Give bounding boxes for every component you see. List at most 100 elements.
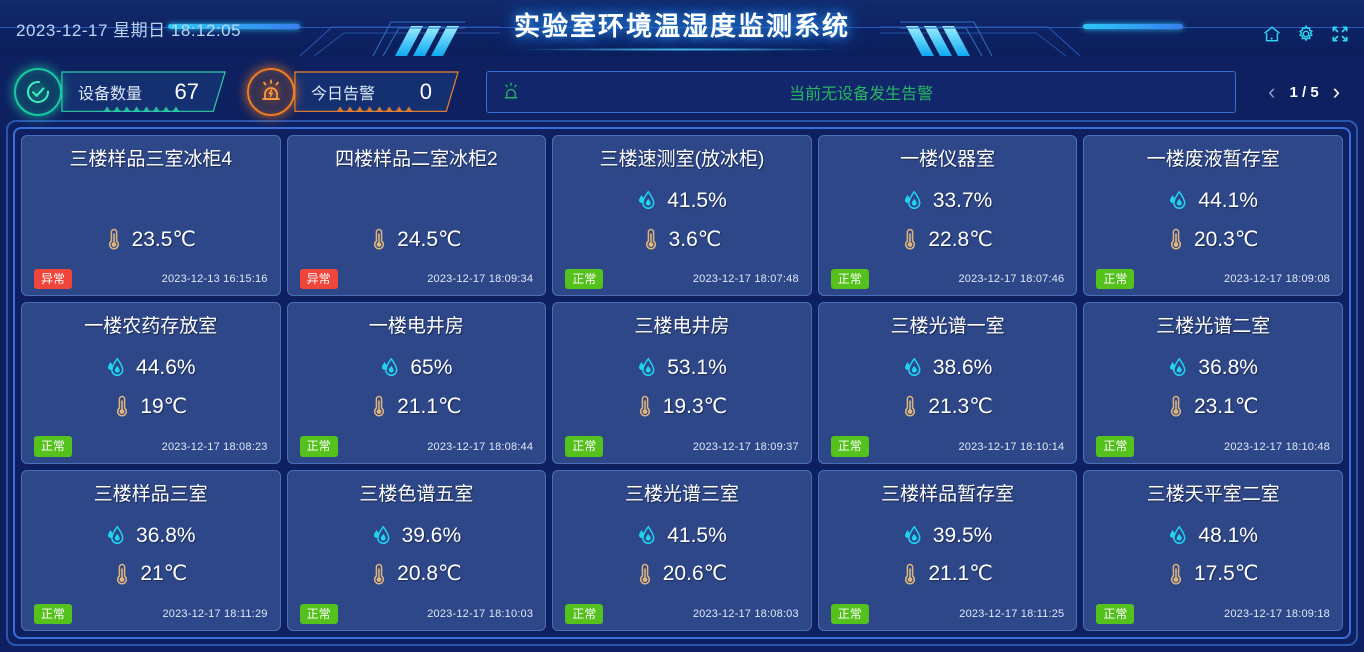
gear-icon[interactable]: [1296, 24, 1316, 44]
stat-device-count-body: 设备数量 67: [56, 71, 233, 113]
device-card[interactable]: 三楼色谱五室 39.6% 20.8℃ 正常 2023-12-17 18:10:03: [286, 469, 547, 631]
water-drop-icon: [904, 525, 921, 544]
device-card-footer: 正常 2023-12-17 18:09:18: [1096, 603, 1330, 624]
temperature-reading: 20.6℃: [565, 559, 799, 589]
device-readings: 36.8% 21℃: [34, 508, 268, 602]
water-drop-icon: [639, 357, 655, 377]
temperature-reading: 23.1℃: [1096, 391, 1330, 421]
device-card-footer: 正常 2023-12-17 18:10:48: [1096, 436, 1330, 457]
device-name: 一楼电井房: [368, 316, 464, 338]
water-drop-icon: [639, 190, 655, 209]
device-name: 三楼样品暂存室: [881, 483, 1015, 505]
status-badge: 正常: [1096, 436, 1135, 457]
thermometer-icon: [374, 396, 385, 417]
device-readings: 39.5% 21.1℃: [831, 508, 1065, 602]
device-card[interactable]: 三楼样品三室 36.8% 21℃ 正常 2023-12-17 18:11:29: [21, 469, 281, 631]
device-name: 三楼速测室(放冰柜): [599, 149, 765, 170]
status-badge: 异常: [34, 269, 73, 290]
temperature-reading: 20.8℃: [300, 559, 534, 589]
status-badge: 异常: [299, 269, 338, 290]
device-card[interactable]: 三楼光谱一室 38.6% 21.3℃ 正常 2023-12-17 18:10:14: [817, 302, 1078, 464]
humidity-value: 44.6%: [136, 356, 196, 380]
temperature-reading: 21.3℃: [831, 391, 1065, 421]
stats-bar: 设备数量 67 今日告警 0: [0, 56, 1364, 120]
device-card[interactable]: 三楼光谱二室 36.8% 23.1℃ 正常 2023-12-17 18:10:48: [1083, 302, 1343, 464]
humidity-reading: 38.6%: [831, 353, 1065, 383]
thermometer-icon: [1170, 396, 1181, 417]
humidity-value: 53.1%: [667, 356, 727, 380]
device-card-footer: 正常 2023-12-17 18:09:37: [565, 436, 799, 457]
thermometer-icon: [639, 396, 650, 417]
device-card-footer: 正常 2023-12-17 18:10:03: [299, 603, 534, 624]
next-page-button[interactable]: ›: [1332, 79, 1340, 104]
temperature-value: 19.3℃: [662, 394, 728, 418]
device-card-footer: 正常 2023-12-17 18:11:29: [34, 603, 268, 624]
humidity-value: 65%: [410, 356, 453, 380]
water-drop-icon: [108, 525, 124, 544]
temperature-reading: 19℃: [34, 391, 268, 421]
home-icon[interactable]: [1262, 24, 1282, 44]
device-name: 三楼样品三室: [93, 483, 208, 505]
device-card[interactable]: 四楼样品二室冰柜2 24.5℃ 异常 2023-12-17 18:09:34: [286, 135, 547, 297]
humidity-value: 38.6%: [932, 356, 993, 380]
stat-device-count-value: 67: [174, 79, 199, 104]
last-update-timestamp: 2023-12-17 18:08:44: [427, 440, 534, 453]
status-badge: 正常: [1096, 269, 1135, 290]
status-badge: 正常: [565, 436, 604, 457]
device-readings: 48.1% 17.5℃: [1096, 508, 1330, 602]
humidity-reading: 44.1%: [1096, 186, 1330, 216]
last-update-timestamp: 2023-12-17 18:09:08: [1224, 273, 1330, 286]
device-card[interactable]: 三楼天平室二室 48.1% 17.5℃ 正常 2023-12-17 18:09:18: [1083, 469, 1343, 631]
device-card[interactable]: 三楼光谱三室 41.5% 20.6℃ 正常 2023-12-17 18:08:03: [552, 469, 812, 631]
device-readings: 65% 21.1℃: [300, 340, 534, 434]
stat-today-alarms-body: 今日告警 0: [289, 71, 466, 113]
device-name: 三楼电井房: [634, 316, 730, 338]
stat-today-alarms: 今日告警 0: [247, 68, 466, 116]
thermometer-icon: [117, 563, 128, 585]
device-card-footer: 异常 2023-12-17 18:09:34: [299, 269, 534, 290]
device-card[interactable]: 一楼废液暂存室 44.1% 20.3℃ 正常 2023-12-17 18:09:08: [1083, 135, 1343, 297]
thermometer-icon: [1170, 228, 1181, 250]
device-readings: 53.1% 19.3℃: [565, 340, 799, 434]
temperature-reading: 21℃: [34, 559, 268, 589]
device-name: 三楼光谱一室: [890, 316, 1005, 338]
temperature-reading: 19.3℃: [565, 391, 799, 421]
humidity-value: 39.5%: [932, 523, 993, 547]
temperature-reading: 21.1℃: [300, 391, 534, 421]
device-card[interactable]: 三楼样品三室冰柜4 23.5℃ 异常 2023-12-13 16:15:16: [21, 135, 281, 297]
last-update-timestamp: 2023-12-17 18:07:48: [692, 273, 799, 286]
prev-page-button[interactable]: ‹: [1268, 79, 1276, 104]
last-update-timestamp: 2023-12-17 18:09:37: [692, 440, 799, 453]
device-card[interactable]: 一楼农药存放室 44.6% 19℃ 正常 2023-12-17 18:08:23: [21, 302, 281, 464]
status-badge: 正常: [34, 436, 73, 457]
temperature-value: 23.1℃: [1193, 394, 1259, 418]
last-update-timestamp: 2023-12-17 18:11:25: [959, 607, 1065, 620]
stat-today-alarms-value: 0: [419, 79, 432, 104]
temperature-value: 22.8℃: [928, 227, 993, 251]
water-drop-icon: [904, 357, 921, 377]
device-card[interactable]: 三楼速测室(放冰柜) 41.5% 3.6℃ 正常 2023-12-17 18:07:48: [552, 135, 812, 297]
device-name: 一楼仪器室: [900, 149, 996, 170]
thermometer-icon: [374, 563, 385, 585]
temperature-reading: 3.6℃: [565, 224, 799, 254]
temperature-reading: 24.5℃: [300, 224, 534, 254]
device-readings: 36.8% 23.1℃: [1096, 340, 1330, 434]
status-badge: 正常: [299, 436, 338, 457]
device-card[interactable]: 一楼仪器室 33.7% 22.8℃ 正常 2023-12-17 18:07:46: [817, 135, 1078, 297]
device-card[interactable]: 三楼电井房 53.1% 19.3℃ 正常 2023-12-17 18:09:37: [552, 302, 812, 464]
stat-today-alarms-label: 今日告警: [311, 86, 376, 103]
device-name: 三楼光谱三室: [624, 483, 739, 505]
header-accent-bar-right: [1083, 24, 1183, 29]
alarm-light-icon: [501, 81, 521, 103]
temperature-value: 17.5℃: [1193, 562, 1259, 586]
pagination: ‹ 1 / 5 ›: [1250, 81, 1350, 103]
device-card[interactable]: 一楼电井房 65% 21.1℃ 正常 2023-12-17 18:08:44: [286, 302, 547, 464]
device-name: 四楼样品二室冰柜2: [335, 149, 498, 170]
humidity-value: 36.8%: [136, 523, 196, 547]
humidity-reading: 53.1%: [565, 353, 799, 383]
fullscreen-icon[interactable]: [1330, 24, 1350, 44]
header-stripes-decor-left: [372, 21, 465, 56]
device-card[interactable]: 三楼样品暂存室 39.5% 21.1℃ 正常 2023-12-17 18:11:25: [817, 469, 1078, 631]
thermometer-icon: [905, 396, 916, 417]
header-accent-bar-left: [168, 24, 300, 29]
